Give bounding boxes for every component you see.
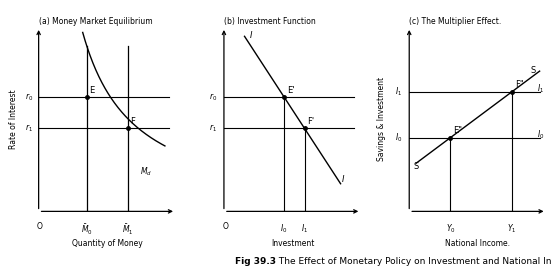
Text: E': E' (287, 86, 294, 95)
Text: The Effect of Monetary Policy on Investment and National Income: The Effect of Monetary Policy on Investm… (276, 257, 552, 266)
Text: (b) Investment Function: (b) Investment Function (224, 17, 316, 26)
Text: $I_1$: $I_1$ (301, 222, 308, 235)
Text: I: I (250, 31, 252, 40)
Text: F": F" (515, 80, 523, 89)
Text: O: O (37, 222, 43, 231)
Text: Rate of Interest: Rate of Interest (9, 89, 18, 149)
Text: I: I (342, 175, 344, 184)
Text: $\bar{M}_0$: $\bar{M}_0$ (81, 222, 93, 237)
Text: S: S (530, 66, 535, 75)
Text: F: F (131, 117, 135, 126)
Text: E: E (89, 86, 95, 95)
Text: E": E" (453, 126, 462, 135)
Text: Quantity of Money: Quantity of Money (72, 239, 142, 248)
Text: Investment: Investment (271, 239, 314, 248)
Text: $M_d$: $M_d$ (140, 166, 152, 178)
Text: S: S (413, 162, 419, 171)
Text: F': F' (307, 117, 315, 126)
Text: O: O (222, 222, 228, 231)
Text: $I_0$: $I_0$ (537, 129, 544, 141)
Text: $I_1$: $I_1$ (395, 85, 402, 98)
Text: $I_0$: $I_0$ (395, 131, 402, 144)
Text: $r_0$: $r_0$ (209, 91, 217, 103)
Text: $Y_1$: $Y_1$ (507, 222, 517, 235)
Text: $r_1$: $r_1$ (25, 123, 33, 134)
Text: $\bar{M}_1$: $\bar{M}_1$ (122, 222, 134, 237)
Text: $r_0$: $r_0$ (25, 91, 33, 103)
Text: (a) Money Market Equilibrium: (a) Money Market Equilibrium (39, 17, 152, 26)
Text: Fig 39.3: Fig 39.3 (235, 257, 276, 266)
Text: Savings & Investment: Savings & Investment (377, 77, 386, 161)
Text: $Y_0$: $Y_0$ (445, 222, 455, 235)
Text: $I_0$: $I_0$ (280, 222, 288, 235)
Text: $I_1$: $I_1$ (537, 83, 544, 95)
Text: National Income.: National Income. (445, 239, 511, 248)
Text: $r_1$: $r_1$ (209, 123, 217, 134)
Text: (c) The Multiplier Effect.: (c) The Multiplier Effect. (409, 17, 501, 26)
